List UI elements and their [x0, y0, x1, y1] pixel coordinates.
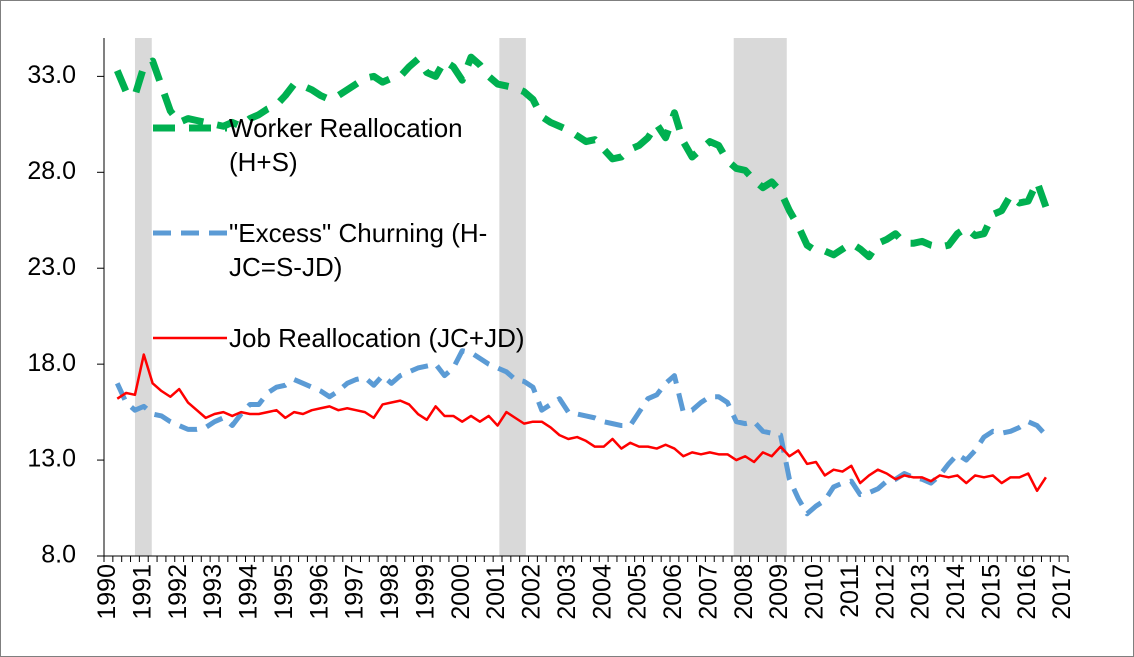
- x-tick-label: 2001: [482, 564, 510, 620]
- x-tick-label: 2003: [553, 564, 581, 620]
- x-tick-label: 2008: [730, 564, 758, 620]
- y-tick-label: 33.0: [27, 61, 76, 89]
- x-tick-label: 2014: [942, 564, 970, 620]
- series-line: [114, 348, 1048, 517]
- x-tick-label: 1990: [93, 564, 121, 620]
- x-tick-label: 2007: [694, 564, 722, 620]
- y-tick-label: 8.0: [41, 541, 76, 569]
- legend: Worker Reallocation (H+S) "Excess" Churni…: [151, 111, 609, 392]
- legend-entry: "Excess" Churning (H-JC=S-JD): [151, 216, 609, 284]
- series-line: [116, 353, 1047, 493]
- x-tick-label: 2015: [977, 564, 1005, 620]
- shaded-period: [499, 38, 526, 556]
- x-tick-label: 2006: [659, 564, 687, 620]
- y-tick-label: 28.0: [27, 157, 76, 185]
- x-tick-label: 2010: [801, 564, 829, 620]
- x-tick-label: 2002: [518, 564, 546, 620]
- x-tick-label: 2011: [836, 564, 864, 618]
- y-tick-label: 13.0: [27, 445, 76, 473]
- x-tick-label: 1996: [305, 564, 333, 620]
- x-tick-label: 1998: [376, 564, 404, 620]
- x-tick-label: 1993: [199, 564, 227, 620]
- x-tick-label: 1997: [341, 564, 369, 620]
- x-tick-label: 2017: [1048, 564, 1076, 620]
- y-tick-label: 23.0: [27, 253, 76, 281]
- x-tick-label: 2004: [588, 564, 616, 620]
- x-tick-label: 2000: [447, 564, 475, 620]
- legend-label: Worker Reallocation (H+S): [229, 113, 463, 177]
- x-tick-label: 2016: [1013, 564, 1041, 620]
- series-line: [114, 53, 1050, 261]
- legend-swatch: [153, 124, 227, 132]
- legend-label: "Excess" Churning (H-JC=S-JD): [229, 218, 488, 282]
- legend-swatch: [153, 336, 227, 340]
- y-tick-label: 18.0: [27, 349, 76, 377]
- legend-label: Job Reallocation (JC+JD): [229, 323, 525, 353]
- shaded-period: [134, 38, 152, 556]
- x-tick-label: 1999: [411, 564, 439, 620]
- x-tick-label: 2005: [624, 564, 652, 620]
- legend-entry: Job Reallocation (JC+JD): [151, 321, 609, 355]
- legend-swatch: [153, 230, 227, 236]
- x-tick-label: 2009: [765, 564, 793, 620]
- x-tick-label: 1991: [128, 564, 156, 620]
- x-tick-label: 1992: [164, 564, 192, 620]
- legend-entry: Worker Reallocation (H+S): [151, 111, 609, 179]
- shaded-period: [733, 38, 787, 556]
- x-tick-label: 1994: [235, 564, 263, 620]
- x-tick-label: 2012: [871, 564, 899, 620]
- x-tick-label: 1995: [270, 564, 298, 620]
- x-tick-label: 2013: [907, 564, 935, 620]
